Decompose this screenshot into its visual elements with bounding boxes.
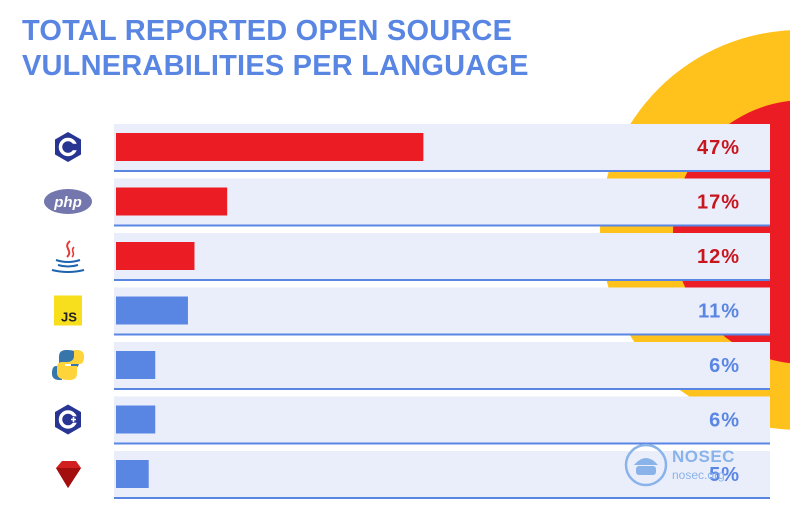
bar [116, 133, 424, 161]
watermark-line-2: nosec.org [672, 468, 725, 482]
php-logo-icon-ellipse [44, 189, 92, 214]
cpp-logo-icon-hex [55, 404, 81, 435]
bar-row: 11% JS [54, 287, 770, 336]
c-logo-icon-gap [70, 143, 80, 151]
value-label: 12% [697, 246, 740, 268]
bar-track [114, 396, 770, 443]
js-logo-icon-text: JS [61, 310, 77, 325]
chart-title: TOTAL REPORTED OPEN SOURCE VULNERABILITI… [22, 14, 529, 84]
bar-row: 47% [55, 124, 770, 172]
bar [116, 242, 195, 270]
bar-track [114, 233, 770, 279]
python-logo-icon [52, 350, 84, 380]
java-logo-icon-cup2 [57, 264, 79, 268]
ruby-logo-icon-facet [56, 468, 81, 488]
bar [116, 405, 156, 434]
c-logo-icon-hex [55, 132, 81, 162]
java-logo-icon-steam1 [66, 240, 71, 258]
nosec-watermark: NOSEC nosec.org [624, 441, 744, 489]
bar [116, 460, 149, 488]
java-logo-icon-steam2 [71, 246, 75, 258]
python-logo-icon-yellow [57, 350, 84, 380]
bar-track [114, 342, 770, 388]
value-label: 11% [698, 301, 740, 323]
bar-row: 5% [56, 451, 770, 499]
php-logo-icon-text: php [53, 194, 82, 211]
java-logo-icon-saucer [51, 269, 85, 273]
bar [116, 351, 156, 379]
shield-helmet-icon [624, 443, 668, 487]
java-logo-icon-cup1 [55, 259, 81, 263]
php-logo-icon: php [44, 189, 92, 214]
chart-title-line-2: VULNERABILITIES PER LANGUAGE [22, 50, 529, 82]
bar-row: 6% [52, 342, 770, 390]
bar-row: 12% [51, 233, 770, 281]
bar-row: 17% php [44, 178, 770, 227]
bar [116, 187, 228, 216]
c-logo-icon [55, 132, 81, 162]
value-label: 6% [709, 355, 740, 377]
cpp-logo-icon-plus [71, 417, 76, 422]
bar [116, 296, 188, 325]
value-label: 17% [697, 192, 740, 214]
bar-track [114, 451, 770, 497]
bar-track [114, 287, 770, 334]
js-logo-icon: JS [54, 295, 82, 326]
cpp-logo-icon [55, 404, 81, 435]
js-logo-icon-square [54, 295, 82, 326]
value-label: 5% [709, 464, 740, 486]
value-label: 47% [697, 137, 740, 159]
value-label: 6% [709, 410, 740, 432]
bar-row: 6% [55, 396, 770, 445]
ruby-logo-icon [56, 461, 81, 488]
java-logo-icon [51, 240, 85, 273]
chart-rows: 47% 17% php 12% 11% JS 6% 6% 5% [44, 124, 770, 499]
chart-title-line-1: TOTAL REPORTED OPEN SOURCE [22, 15, 513, 47]
watermark-line-1: NOSEC [672, 447, 735, 466]
